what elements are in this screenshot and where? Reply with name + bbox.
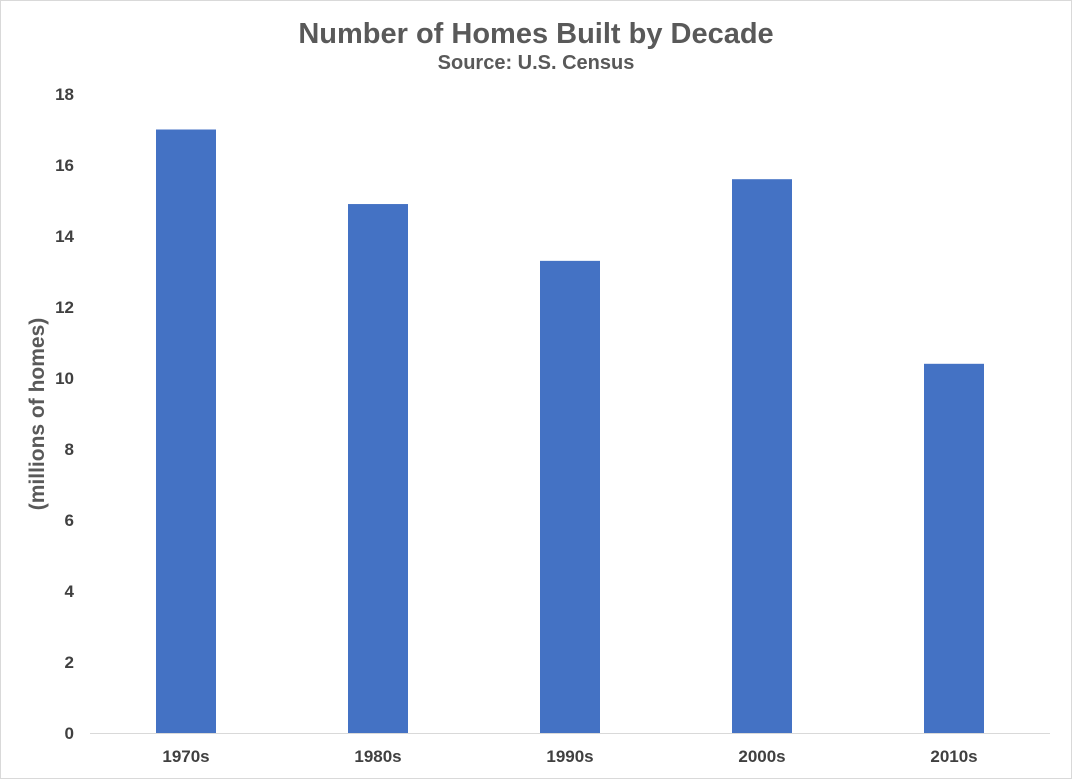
- y-tick-label: 16: [55, 156, 74, 175]
- y-axis-ticks: 0 2 4 6 8 10 12 14 16 18: [55, 85, 74, 743]
- y-tick-label: 12: [55, 298, 74, 317]
- x-tick-label: 1970s: [162, 747, 209, 766]
- y-axis-label: (millions of homes): [26, 318, 49, 511]
- x-tick-label: 2010s: [930, 747, 977, 766]
- bar-1970s: [156, 129, 216, 733]
- y-tick-label: 8: [65, 440, 74, 459]
- y-tick-label: 18: [55, 85, 74, 104]
- bar-1980s: [348, 204, 408, 734]
- chart-subtitle: Source: U.S. Census: [438, 52, 635, 74]
- bars: [156, 129, 984, 734]
- bar-2010s: [924, 363, 984, 733]
- y-tick-label: 0: [65, 724, 74, 743]
- y-tick-label: 6: [65, 511, 74, 530]
- bar-1990s: [540, 260, 600, 733]
- y-tick-label: 10: [55, 369, 74, 388]
- y-tick-label: 4: [65, 582, 75, 601]
- chart-title: Number of Homes Built by Decade: [298, 18, 773, 50]
- x-tick-label: 2000s: [738, 747, 785, 766]
- x-axis-ticks: 1970s 1980s 1990s 2000s 2010s: [162, 747, 977, 766]
- y-tick-label: 2: [65, 653, 74, 672]
- x-tick-label: 1980s: [354, 747, 401, 766]
- y-tick-label: 14: [55, 227, 74, 246]
- bar-2000s: [732, 179, 792, 733]
- x-tick-label: 1990s: [546, 747, 593, 766]
